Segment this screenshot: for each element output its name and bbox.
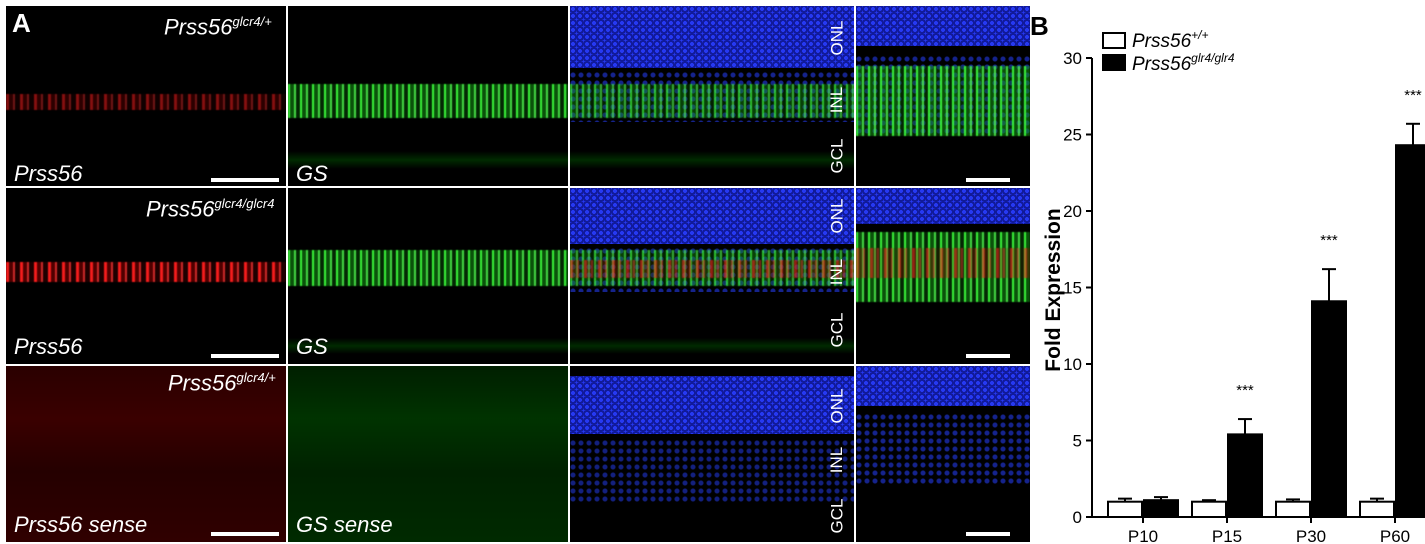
x-tick-label: P30 xyxy=(1296,527,1326,544)
row3-zoom-tile xyxy=(856,366,1030,542)
row3-red-tile: Prss56glcr4/+ Prss56 sense xyxy=(6,366,286,542)
legend-label-wildtype: Prss56+/+ xyxy=(1132,28,1209,52)
zoom-nuclei xyxy=(856,188,1030,224)
zoom-nuclei xyxy=(856,6,1030,46)
merge-gcl xyxy=(570,338,854,354)
bar-p15-series1 xyxy=(1191,500,1227,519)
bar-p60-series2 xyxy=(1395,144,1425,519)
plot-area: 0 5 10 15 20 25 30 P10 P15 P30 P60 *** *** *** xyxy=(1063,49,1425,544)
layer-label-inl: INL xyxy=(827,446,847,474)
green-signal xyxy=(288,250,568,286)
row3-green-tile: GS sense xyxy=(288,366,568,542)
row2-green-marker-label: GS xyxy=(296,334,328,359)
green-faint-signal xyxy=(288,151,568,169)
x-tick-label: P10 xyxy=(1128,527,1158,544)
bar-p30-series1 xyxy=(1275,500,1311,519)
x-tick-label: P15 xyxy=(1212,527,1242,544)
layer-label-onl: ONL xyxy=(827,388,847,424)
onl-nuclei xyxy=(570,188,854,244)
row2-merge-tile: ONL INL GCL xyxy=(570,188,854,364)
bar-p10-series2 xyxy=(1143,499,1179,519)
row2-red-tile: Prss56glcr4/glcr4 Prss56 xyxy=(6,188,286,364)
y-tick-label: 30 xyxy=(1063,49,1082,68)
bar-p30-series2 xyxy=(1311,300,1347,518)
scale-bar xyxy=(966,354,1010,358)
bar-p60-series1 xyxy=(1359,500,1395,519)
zoom-inl xyxy=(856,414,1030,486)
y-tick-label: 5 xyxy=(1073,432,1082,451)
scale-bar xyxy=(211,532,279,536)
row2-green-tile: GS xyxy=(288,188,568,364)
onl-nuclei xyxy=(570,376,854,434)
legend: Prss56+/+ Prss56glr4/glr4 xyxy=(1102,28,1235,75)
row1-genotype-label: Prss56glcr4/+ xyxy=(164,14,272,40)
zoom-nuclei xyxy=(856,366,1030,406)
scale-bar xyxy=(211,354,279,358)
significance-marker: *** xyxy=(1320,232,1338,249)
y-tick-label: 20 xyxy=(1063,202,1082,221)
bar-p10-series1 xyxy=(1107,500,1143,519)
row3-red-marker-label: Prss56 sense xyxy=(14,512,148,537)
y-tick-label: 10 xyxy=(1063,355,1082,374)
green-background xyxy=(288,366,568,542)
scale-bar xyxy=(966,178,1010,182)
significance-marker: *** xyxy=(1236,382,1254,399)
layer-label-onl: ONL xyxy=(827,20,847,56)
row1-green-tile: GS xyxy=(288,6,568,186)
legend-swatch-wildtype xyxy=(1102,32,1126,49)
merge-green xyxy=(570,84,854,118)
scale-bar xyxy=(966,532,1010,536)
row2-zoom-tile xyxy=(856,188,1030,364)
y-tick-label: 25 xyxy=(1063,126,1082,145)
row1-green-marker-label: GS xyxy=(296,161,328,186)
x-tick-label: P60 xyxy=(1380,527,1410,544)
row2-red-marker-label: Prss56 xyxy=(14,334,83,359)
scale-bar xyxy=(211,178,279,182)
legend-swatch-mutant xyxy=(1102,54,1126,71)
green-faint-signal xyxy=(288,338,568,354)
inl-nuclei xyxy=(570,440,854,504)
row3-genotype-label: Prss56glcr4/+ xyxy=(168,370,276,396)
row1-merge-tile: ONL INL GCL xyxy=(570,6,854,186)
layer-label-inl: INL xyxy=(827,86,847,114)
row3-green-marker-label: GS sense xyxy=(296,512,393,537)
zoom-red xyxy=(856,248,1030,278)
layer-label-onl: ONL xyxy=(827,198,847,234)
y-tick-label: 0 xyxy=(1073,508,1082,527)
red-signal xyxy=(6,94,286,110)
merge-gcl xyxy=(570,151,854,169)
significance-marker: *** xyxy=(1404,87,1422,104)
layer-label-inl: INL xyxy=(827,258,847,286)
green-signal xyxy=(288,84,568,118)
row2-genotype-label: Prss56glcr4/glcr4 xyxy=(146,196,275,222)
layer-label-gcl: GCL xyxy=(827,498,847,534)
row1-red-marker-label: Prss56 xyxy=(14,161,83,186)
y-tick-label: 15 xyxy=(1063,279,1082,298)
panel-a-letter: A xyxy=(12,8,31,38)
panel-b-letter: B xyxy=(1030,11,1049,41)
merge-red xyxy=(570,260,854,278)
y-axis-label: Fold Expression xyxy=(1042,208,1065,371)
layer-label-gcl: GCL xyxy=(827,312,847,348)
bar-p15-series2 xyxy=(1227,433,1263,519)
onl-nuclei xyxy=(570,6,854,68)
fold-expression-chart: B 0 5 10 15 20 25 30 P10 P15 P30 P60 *** *** *** Fo… xyxy=(1030,11,1425,544)
row3-merge-tile: ONL INL GCL xyxy=(570,366,854,542)
red-background xyxy=(6,366,286,542)
row1-zoom-tile xyxy=(856,6,1030,186)
row1-red-tile: Prss56glcr4/+ Prss56 xyxy=(6,6,286,186)
layer-label-gcl: GCL xyxy=(827,138,847,174)
legend-label-mutant: Prss56glr4/glr4 xyxy=(1132,51,1235,75)
red-signal xyxy=(6,262,286,282)
zoom-green xyxy=(856,66,1030,136)
